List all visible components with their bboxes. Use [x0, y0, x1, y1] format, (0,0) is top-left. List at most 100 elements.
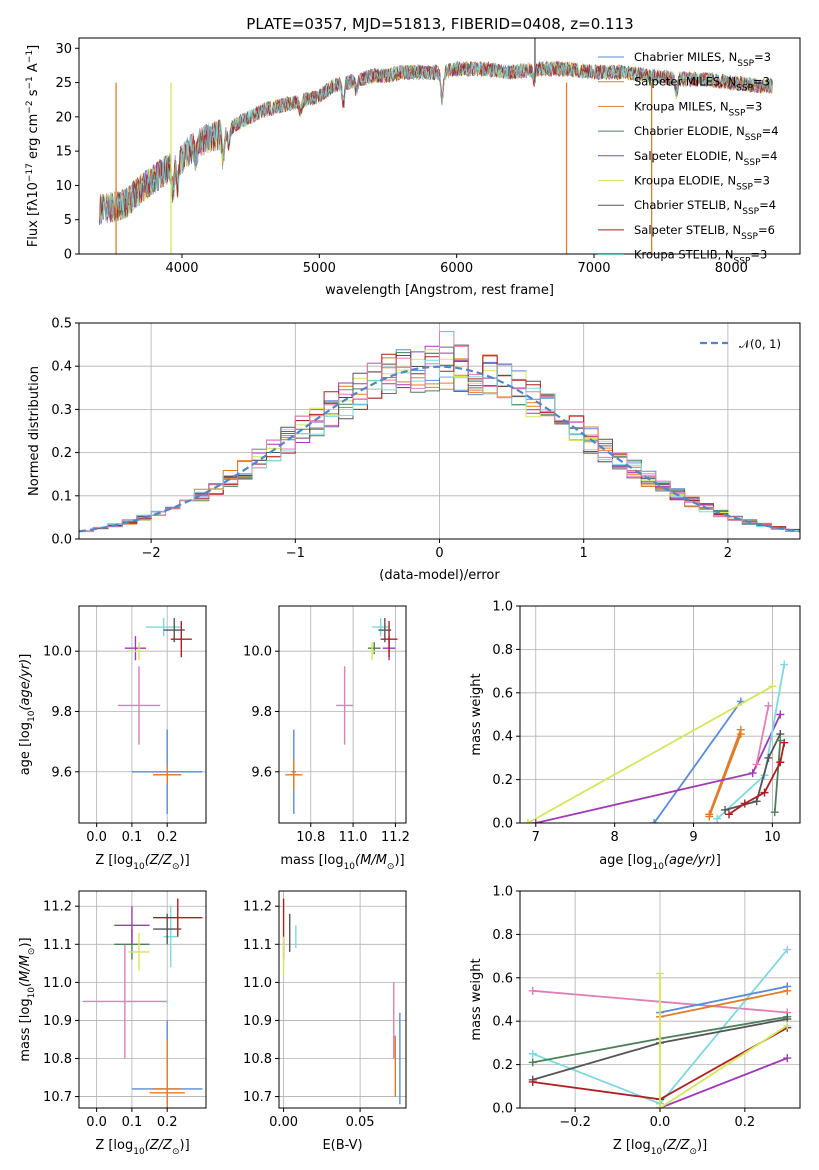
y-tick-label: 0.8: [492, 928, 513, 943]
series-marker: [713, 814, 722, 823]
series-marker: [752, 760, 761, 769]
series-marker: [656, 1104, 664, 1108]
y-tick-label: 0.8: [492, 643, 513, 658]
x-tick-label: 7000: [577, 261, 610, 276]
x-tick-label: 10: [764, 830, 781, 845]
mass-vs-EBV-axes: 0.00 0.05 10.7 10.8 10.9 11.0 11.1 11.2: [243, 891, 406, 1130]
weight-vs-Z-ylabel: mass weight: [469, 958, 484, 1040]
y-tick-label: 0.1: [51, 489, 72, 504]
age-vs-mass-errorbars: [285, 618, 398, 814]
age-vs-Z-ylabel: age [log10(age/yr)]: [18, 654, 37, 776]
x-tick-label: 4000: [165, 261, 198, 276]
mass-vs-Z-errorbars: [82, 898, 203, 1108]
gaussian-curve: [79, 365, 800, 533]
spectrum-series-line: [99, 61, 773, 225]
x-tick-label: −1: [286, 546, 305, 561]
series-marker: [528, 1077, 537, 1086]
series-marker: [656, 969, 664, 978]
spectrum-series-line: [99, 60, 773, 225]
x-tick-label: 10.8: [296, 830, 325, 845]
series-marker: [736, 730, 745, 739]
x-tick-label: 0.1: [122, 830, 143, 845]
x-tick-label: 7: [532, 830, 540, 845]
y-tick-label: 0.2: [492, 1058, 513, 1073]
x-tick-label: 11.2: [381, 830, 410, 845]
series-marker: [528, 1058, 537, 1067]
legend-label: Kroupa ELODIE, NSSP=3: [634, 174, 770, 193]
legend-label: Salpeter ELODIE, NSSP=4: [634, 149, 777, 168]
series-marker: [768, 682, 777, 691]
x-tick-label: 0.0: [86, 830, 107, 845]
x-tick-label: 0.1: [122, 1115, 143, 1130]
y-tick-label: 10.0: [43, 645, 72, 660]
histogram-frame: [78, 322, 801, 540]
legend-label: Chabrier STELIB, NSSP=4: [634, 198, 776, 217]
y-tick-label: 10.8: [43, 1052, 72, 1067]
x-tick-label: 9: [689, 830, 697, 845]
y-tick-label: 0.4: [492, 730, 513, 745]
y-tick-label: 0.5: [51, 317, 72, 332]
series-marker: [748, 769, 757, 778]
series-marker: [780, 660, 789, 669]
series-line: [708, 733, 742, 817]
series-line: [708, 729, 742, 815]
plot-layer: 4000 5000 6000 7000 8000051015202530waveleng…: [18, 37, 801, 1157]
y-tick-label: 11.0: [243, 976, 272, 991]
x-tick-label: 2: [724, 546, 732, 561]
series-marker: [783, 1054, 792, 1063]
x-tick-label: 0.0: [650, 1115, 671, 1130]
series-line: [659, 989, 788, 1018]
histogram-series-step: [79, 331, 800, 534]
y-tick-label: 0.4: [492, 1015, 513, 1030]
spectrum-xlabel: wavelength [Angstrom, rest frame]: [325, 283, 554, 298]
legend-label: Chabrier MILES, NSSP=3: [634, 50, 771, 69]
spectrum-ylabel: Flux [fλ10−17 erg cm−2 s−1 A−1]: [25, 45, 41, 247]
series-marker: [531, 819, 540, 823]
spectrum-frame: [78, 37, 801, 255]
weight-vs-age-frame: [519, 605, 801, 824]
y-tick-label: 0.4: [51, 360, 72, 375]
y-tick-label: 9.8: [251, 705, 272, 720]
y-tick-label: 9.6: [51, 765, 72, 780]
legend-label: Kroupa MILES, NSSP=3: [634, 99, 762, 118]
series-line: [659, 973, 788, 1108]
series-marker: [776, 710, 785, 719]
y-tick-label: 10.9: [43, 1014, 72, 1029]
y-tick-label: 10.8: [243, 1052, 272, 1067]
age-vs-Z-frame: [78, 605, 207, 824]
y-tick-label: 0.3: [51, 403, 72, 418]
histogram-steps: [79, 331, 800, 534]
y-tick-label: 10.7: [243, 1090, 272, 1105]
series-marker: [528, 986, 537, 995]
series-marker: [764, 701, 773, 710]
weight-vs-age-axes: 7 8 9 10 0.0 0.2 0.4 0.6 0.8 1.0: [492, 600, 800, 845]
x-tick-label: −0.2: [559, 1115, 591, 1130]
x-tick-label: 0.05: [346, 1115, 375, 1130]
y-tick-label: 9.6: [251, 765, 272, 780]
y-tick-label: 11.0: [43, 976, 72, 991]
age-vs-Z-errorbars: [117, 618, 203, 814]
x-tick-label: 0.2: [157, 830, 178, 845]
series-marker: [650, 819, 659, 823]
series-line: [659, 1057, 788, 1108]
x-tick-label: 11.0: [339, 830, 368, 845]
x-tick-label: 0: [435, 546, 443, 561]
y-tick-label: 0.0: [51, 533, 72, 548]
series-marker: [780, 738, 789, 747]
series-marker: [721, 805, 730, 814]
series-marker: [752, 797, 761, 806]
weight-vs-Z-frame: [519, 890, 801, 1109]
mass-vs-EBV-errorbars: [282, 898, 401, 1105]
series-line: [659, 985, 788, 1014]
mass-vs-Z-frame: [78, 890, 207, 1109]
mass-vs-EBV-frame: [278, 890, 407, 1109]
series-line: [716, 664, 786, 820]
series-marker: [705, 812, 714, 821]
x-tick-label: −2: [142, 546, 161, 561]
y-tick-label: 9.8: [51, 705, 72, 720]
x-tick-label: 8000: [715, 261, 748, 276]
legend-label: Kroupa STELIB, NSSP=3: [634, 248, 767, 267]
mass-vs-Z-ylabel: mass [log10(M/M⊙)]: [18, 937, 37, 1061]
age-vs-mass-axes: 10.8 11.0 11.2 9.6 9.8 10.0: [243, 606, 410, 845]
